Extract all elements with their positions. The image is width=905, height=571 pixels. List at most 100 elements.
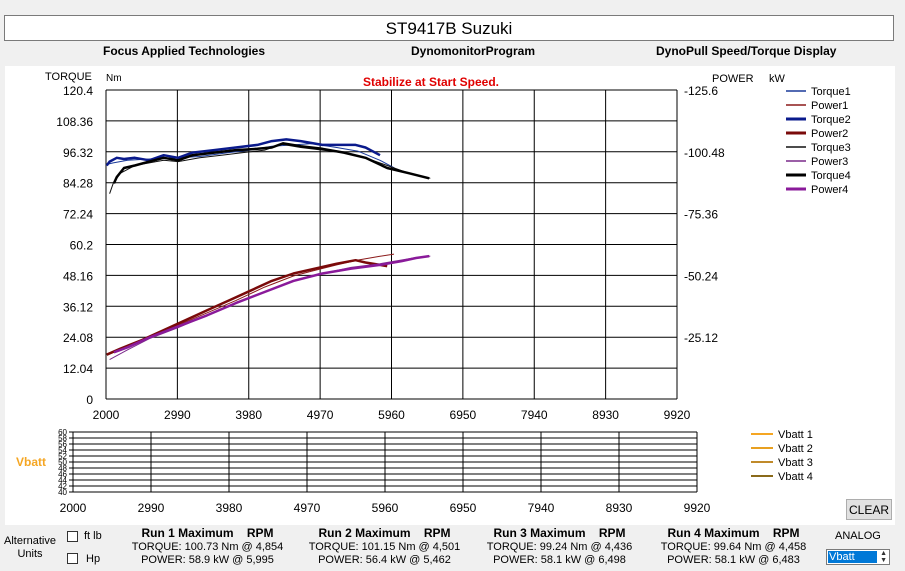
x-tick-label: 5960 [378,408,405,422]
x-tick-label: 2990 [164,408,191,422]
series-line-power4 [113,254,430,354]
y-left-tick-label: 120.4 [63,84,93,98]
ftlb-label: ft lb [84,530,102,542]
vbatt-y-tick-label: 56 [58,440,67,449]
series-line-torque2 [105,138,381,167]
vbatt-ticks: 2000 2990 3980 4970 5960 6950 7940 8930 9920 4042… [58,428,711,515]
run1-power: POWER: 58.9 kW @ 5,995 [141,554,274,566]
display-label: DynoPull Speed/Torque Display [656,44,837,58]
run2-head: Run 2 Maximum RPM [318,526,451,540]
y-left-tick-label: 96.32 [63,146,93,160]
run1-head: Run 1 Maximum RPM [141,526,274,540]
power-axis-label: POWER [712,73,754,85]
run4-head: Run 4 Maximum RPM [667,526,800,540]
x-tick-label: 6950 [450,408,477,422]
y-left-tick-label: 36.12 [63,300,93,314]
vbatt-axis-label: Vbatt [16,455,46,469]
x-tick-label: 7940 [521,408,548,422]
y-left-tick-label: 72.24 [63,208,93,222]
torque-unit-label: Nm [106,73,122,84]
vbatt-grid [69,431,698,493]
vbatt-y-tick-label: 46 [58,470,67,479]
main-ticks: 2000 2990 3980 4970 5960 6950 7940 8930 9920 0 12.… [56,84,725,422]
torque-axis-label: TORQUE [45,71,92,83]
ftlb-checkbox[interactable] [67,531,78,542]
vbatt-y-tick-label: 40 [58,488,67,497]
vbatt-y-tick-label: 54 [58,446,67,455]
run3-torque: TORQUE: 99.24 Nm @ 4,436 [486,541,633,553]
main-grid [105,89,678,400]
main-series [105,138,431,361]
y-left-tick-label: 48.16 [63,269,93,283]
run4-summary: Run 4 Maximum RPM TORQUE: 99.64 Nm @ 4,4… [646,526,821,567]
alt-units-label: Alternative Units [4,535,56,561]
vbatt-x-tick-label: 8930 [606,501,633,515]
y-right-tick-label: -25.12 [684,331,718,345]
run3-power: POWER: 58.1 kW @ 6,498 [493,554,626,566]
y-left-tick-label: 0 [86,393,93,407]
vbatt-y-tick-label: 52 [58,452,67,461]
y-right-tick-label: -75.36 [684,208,718,222]
legend-label: Power4 [811,184,848,196]
vbatt-y-tick-label: 50 [58,458,67,467]
legend-label: Power2 [811,128,848,140]
vbatt-x-tick-label: 2000 [60,501,87,515]
vbatt-legend-label: Vbatt 1 [778,429,813,441]
hp-checkbox[interactable] [67,553,78,564]
run2-power: POWER: 56.4 kW @ 5,462 [318,554,451,566]
legend-label: Torque2 [811,114,851,126]
vbatt-x-tick-label: 9920 [684,501,711,515]
y-left-tick-label: 24.08 [63,331,93,345]
legend-label: Torque1 [811,86,851,98]
program-label: DynomonitorProgram [411,44,536,58]
run1-summary: Run 1 Maximum RPM TORQUE: 100.73 Nm @ 4,… [120,526,295,567]
x-tick-label: 8930 [592,408,619,422]
vbatt-legend-label: Vbatt 4 [778,471,813,483]
vbatt-y-tick-label: 60 [58,428,67,437]
analog-select-value: Vbatt [828,551,877,563]
main-legend: Torque1 Power1 Torque2 Power2 Torque3 Power3 T… [786,86,851,196]
vbatt-y-tick-label: 58 [58,434,67,443]
clear-button[interactable]: CLEAR [846,499,892,520]
legend-label: Torque4 [811,170,851,182]
vbatt-y-tick-label: 48 [58,464,67,473]
analog-select[interactable]: Vbatt ▲ ▼ [826,549,890,565]
window-title: ST9417B Suzuki [4,15,894,41]
vbatt-legend-label: Vbatt 3 [778,457,813,469]
vbatt-y-tick-label: 42 [58,482,67,491]
vbatt-x-tick-label: 3980 [216,501,243,515]
vbatt-x-tick-label: 6950 [450,501,477,515]
run2-summary: Run 2 Maximum RPM TORQUE: 101.15 Nm @ 4,… [297,526,472,567]
legend-label: Power1 [811,100,848,112]
vbatt-x-tick-label: 2990 [138,501,165,515]
run4-torque: TORQUE: 99.64 Nm @ 4,458 [660,541,807,553]
vbatt-legend: Vbatt 1 Vbatt 2 Vbatt 3 Vbatt 4 [751,429,813,483]
vbatt-x-tick-label: 7940 [528,501,555,515]
y-right-tick-label: -50.24 [684,269,718,283]
vbatt-x-tick-label: 4970 [294,501,321,515]
alt-units-line1: Alternative [4,535,56,547]
run2-torque: TORQUE: 101.15 Nm @ 4,501 [308,541,461,553]
status-message: Stabilize at Start Speed. [363,75,499,89]
legend-label: Power3 [811,156,848,168]
legend-label: Torque3 [811,142,851,154]
y-left-tick-label: 12.04 [63,362,93,376]
y-left-tick-label: 108.36 [56,115,93,129]
hp-label: Hp [86,553,101,565]
y-left-tick-label: 60.2 [70,239,94,253]
run3-head: Run 3 Maximum RPM [493,526,626,540]
analog-label: ANALOG [835,530,881,542]
x-tick-label: 2000 [93,408,120,422]
run3-summary: Run 3 Maximum RPM TORQUE: 99.24 Nm @ 4,4… [472,526,647,567]
vbatt-legend-label: Vbatt 2 [778,443,813,455]
x-tick-label: 4970 [307,408,334,422]
series-line-torque4 [112,142,430,184]
chart-background [5,66,895,525]
x-tick-label: 9920 [664,408,691,422]
vbatt-x-tick-label: 5960 [372,501,399,515]
y-right-tick-label: -125.6 [684,84,718,98]
company-label: Focus Applied Technologies [103,44,266,58]
spinner-arrows-icon[interactable]: ▲ ▼ [880,550,887,564]
power-unit-label: kW [769,73,786,85]
